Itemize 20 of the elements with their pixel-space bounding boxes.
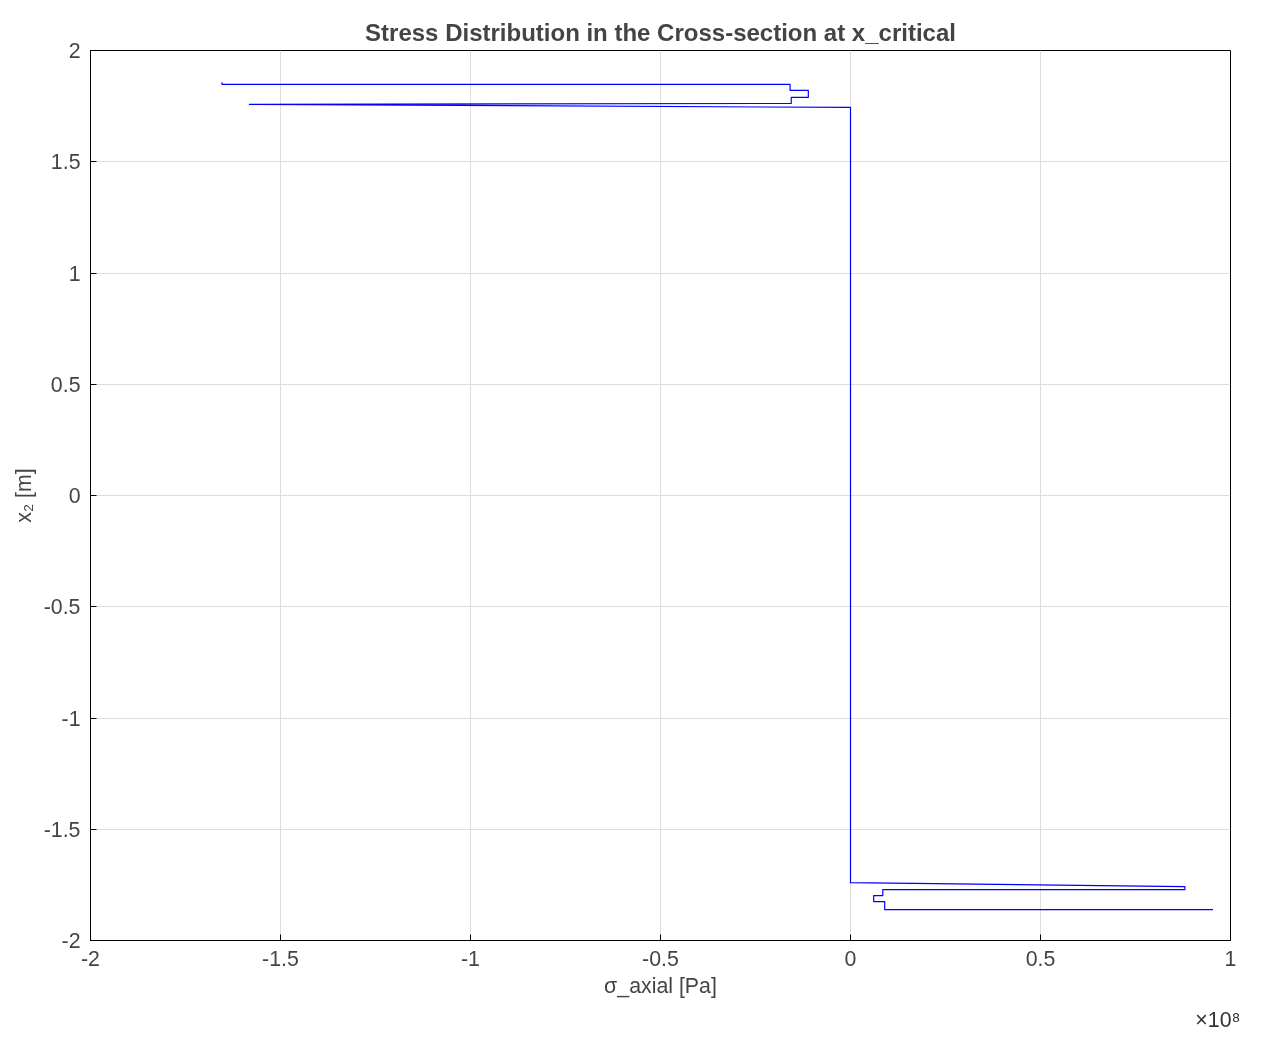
y-tick-label: -2 [61, 929, 81, 953]
text: ×10⁸ [1195, 1007, 1241, 1032]
x-tick-label: -1.5 [262, 946, 299, 971]
x-tick-label: 0 [844, 946, 857, 971]
y-axis-title: x₂ [m] [11, 468, 36, 523]
y-tick-label: 0.5 [50, 372, 81, 397]
line-series [221, 81, 1214, 911]
y-tick-label: -0.5 [43, 595, 81, 620]
x-tick-label: 0.5 [1025, 946, 1056, 971]
y-tick-label: 2 [68, 39, 81, 63]
y-tick-label: 0 [68, 484, 81, 508]
chart-title: Stress Distribution in the Cross-section at x_critical [365, 18, 956, 46]
y-tick-label: 1.5 [50, 150, 81, 175]
x-tick-label: -0.5 [642, 946, 679, 971]
y-tick-label: 1 [68, 261, 81, 286]
y-tick-label: -1 [61, 706, 81, 731]
x-axis-title: σ_axial [Pa] [604, 973, 717, 998]
y-tick-label: -1.5 [43, 817, 81, 842]
x-tick-label: 1 [1224, 946, 1237, 971]
x-tick-label: -1 [461, 946, 480, 971]
